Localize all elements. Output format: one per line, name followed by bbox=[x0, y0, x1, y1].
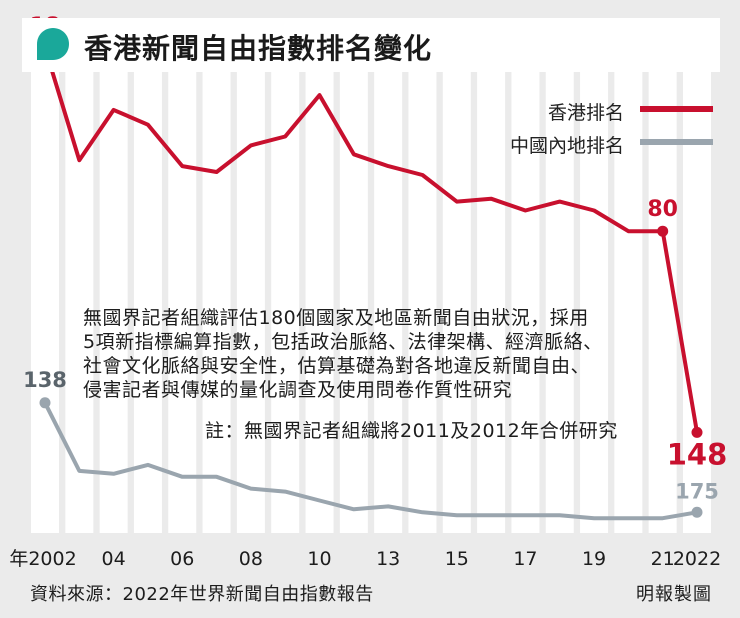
year-stripe bbox=[339, 18, 368, 533]
year-stripe bbox=[614, 18, 643, 533]
legend-label-china: 中國內地排名 bbox=[510, 135, 625, 157]
hk-data-point bbox=[691, 426, 703, 438]
note-line: 5項新指標編算指數，包括政治脈絡、法律架構、經濟脈絡、 bbox=[83, 331, 603, 353]
year-stripe bbox=[236, 18, 265, 533]
x-tick-label: 21 bbox=[651, 548, 675, 570]
hk-value-label: 148 bbox=[667, 437, 728, 471]
year-stripe bbox=[477, 18, 506, 533]
note-line: 無國界記者組織評估180個國家及地區新聞自由狀況，採用 bbox=[83, 307, 589, 329]
hk-data-point bbox=[657, 225, 669, 237]
x-tick-label: 10 bbox=[307, 548, 331, 570]
hk-rank-line bbox=[43, 47, 699, 433]
legend-swatch-china bbox=[640, 139, 713, 145]
series-lines bbox=[43, 47, 699, 521]
note-line: 社會文化脈絡與安全性，估算基礎為對各地違反新聞自由、 bbox=[83, 355, 591, 377]
chart-title: 香港新聞自由指數排名變化 bbox=[84, 32, 433, 65]
china-value-label: 175 bbox=[675, 479, 719, 503]
x-tick-label: 19 bbox=[582, 548, 606, 570]
source-credit: 資料來源：2022年世界新聞自由指數報告 bbox=[30, 584, 374, 605]
year-stripe bbox=[580, 18, 609, 533]
year-stripe bbox=[374, 18, 403, 533]
x-tick-label: 04 bbox=[102, 548, 126, 570]
year-stripe bbox=[408, 18, 437, 533]
year-stripe bbox=[202, 18, 231, 533]
legend-swatch-hk bbox=[640, 106, 713, 112]
year-stripe bbox=[545, 18, 574, 533]
china-data-point bbox=[39, 397, 51, 409]
china-data-point bbox=[691, 506, 703, 518]
year-stripe bbox=[442, 18, 471, 533]
x-tick-label: 13 bbox=[376, 548, 400, 570]
x-tick-label: 年2002 bbox=[9, 548, 76, 570]
graphic-credit: 明報製圖 bbox=[636, 584, 712, 605]
x-tick-label: 08 bbox=[239, 548, 263, 570]
x-tick-label: 17 bbox=[513, 548, 537, 570]
value-labels: 1880148138175 bbox=[23, 14, 727, 504]
hk-value-label: 80 bbox=[647, 197, 678, 222]
methodology-note: 無國界記者組織評估180個國家及地區新聞自由狀況，採用 5項新指標編算指數，包括… bbox=[83, 306, 648, 402]
speech-bubble-icon bbox=[37, 28, 69, 60]
year-stripe bbox=[683, 18, 711, 533]
x-tick-label: 15 bbox=[445, 548, 469, 570]
x-tick-label: 06 bbox=[170, 548, 194, 570]
year-stripes bbox=[31, 18, 711, 533]
year-stripe bbox=[65, 18, 94, 533]
year-stripe bbox=[133, 18, 162, 533]
footnote: 註：無國界記者組織將2011及2012年合併研究 bbox=[205, 420, 618, 442]
china-value-label: 138 bbox=[23, 368, 67, 392]
year-stripe bbox=[271, 18, 300, 533]
china-rank-line bbox=[43, 401, 698, 521]
x-tick-label: 2022 bbox=[673, 548, 721, 570]
title-bar: 香港新聞自由指數排名變化 bbox=[22, 18, 720, 72]
year-stripe bbox=[31, 18, 59, 533]
year-stripe bbox=[511, 18, 540, 533]
year-stripe bbox=[99, 18, 128, 533]
year-stripe bbox=[168, 18, 197, 533]
note-line: 侵害記者與傳媒的量化調查及使用問卷作質性研究 bbox=[83, 379, 513, 401]
legend-label-hk: 香港排名 bbox=[548, 102, 625, 124]
